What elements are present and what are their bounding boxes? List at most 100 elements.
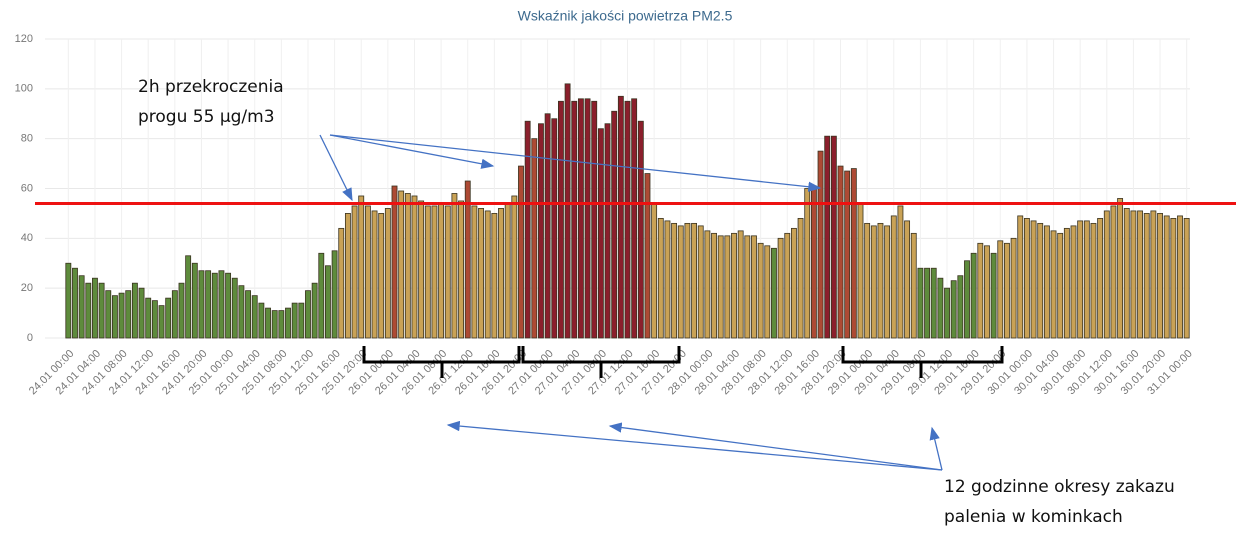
bar xyxy=(864,222,871,339)
bar xyxy=(305,290,311,339)
bar xyxy=(1090,222,1097,339)
annotation: 2h przekroczenia xyxy=(138,77,284,97)
bar xyxy=(484,210,491,339)
bar xyxy=(1004,242,1010,339)
bar xyxy=(1163,215,1170,339)
bar xyxy=(98,282,105,339)
bar xyxy=(857,203,864,339)
bar xyxy=(810,185,817,339)
bar xyxy=(265,307,271,339)
bar xyxy=(844,170,851,339)
y-tick-label: 100 xyxy=(15,83,33,95)
bar xyxy=(1150,210,1157,339)
bar xyxy=(1097,217,1104,339)
bar xyxy=(790,227,797,339)
arrow xyxy=(608,422,943,471)
bar xyxy=(1070,225,1077,339)
bar xyxy=(577,98,584,339)
bar xyxy=(757,242,764,339)
bar xyxy=(571,100,578,339)
bar xyxy=(817,150,824,339)
bar xyxy=(78,275,85,339)
bar xyxy=(198,270,205,339)
bar xyxy=(145,297,152,339)
bar xyxy=(358,195,365,339)
bar xyxy=(65,262,72,339)
bar xyxy=(970,252,977,339)
bar xyxy=(644,173,651,339)
bar xyxy=(331,250,338,339)
bar xyxy=(684,222,691,339)
bar xyxy=(944,287,950,339)
bar xyxy=(551,118,558,339)
bar xyxy=(524,120,531,339)
bar xyxy=(504,203,511,339)
bar xyxy=(611,110,618,339)
bar xyxy=(1110,205,1117,339)
bar xyxy=(957,275,964,339)
bar xyxy=(1183,217,1190,339)
bar xyxy=(584,98,591,339)
bar xyxy=(111,295,118,339)
bar xyxy=(1177,215,1183,339)
bar xyxy=(238,285,245,339)
bar xyxy=(717,235,724,339)
bar xyxy=(1043,225,1050,339)
bar xyxy=(271,310,278,339)
bar xyxy=(364,205,371,339)
bar xyxy=(657,217,664,339)
bar xyxy=(904,220,911,339)
bar xyxy=(884,225,891,339)
bar xyxy=(351,205,358,339)
bar xyxy=(518,165,524,339)
bar xyxy=(531,138,538,339)
bar xyxy=(1170,217,1177,339)
bar xyxy=(205,270,212,339)
bar xyxy=(105,290,112,339)
bar xyxy=(424,205,431,339)
annotation: progu 55 µg/m3 xyxy=(138,107,275,127)
bar xyxy=(697,225,704,339)
bar xyxy=(737,230,744,339)
arrow xyxy=(446,420,943,471)
bar xyxy=(251,295,258,339)
arrow xyxy=(329,134,495,169)
bar xyxy=(72,267,78,339)
bar xyxy=(977,242,984,339)
bar xyxy=(158,305,165,339)
bar xyxy=(311,282,318,339)
bar xyxy=(797,217,804,339)
bar xyxy=(597,128,604,339)
y-tick-label: 60 xyxy=(21,182,33,194)
y-tick-label: 20 xyxy=(21,282,33,294)
bar xyxy=(837,165,844,339)
annotation: 12 godzinne okresy zakazu xyxy=(944,477,1175,497)
bar xyxy=(624,100,631,339)
bar xyxy=(744,235,751,339)
bar xyxy=(218,270,225,339)
bar xyxy=(318,252,325,339)
bar xyxy=(591,100,598,339)
bar xyxy=(1050,230,1057,339)
bar xyxy=(850,168,857,339)
bar xyxy=(231,277,238,339)
bar xyxy=(245,290,251,339)
bar xyxy=(1057,232,1064,339)
bar xyxy=(1017,215,1024,339)
bar xyxy=(691,222,697,339)
bar xyxy=(538,123,544,339)
bar xyxy=(997,240,1004,339)
bar xyxy=(1157,213,1163,339)
bar xyxy=(384,208,391,339)
bar xyxy=(371,210,378,339)
bar xyxy=(651,203,658,339)
bar xyxy=(125,290,132,339)
bar xyxy=(418,200,425,339)
bar xyxy=(431,205,438,339)
bar xyxy=(771,247,777,339)
bar xyxy=(1083,220,1090,339)
bar xyxy=(1023,217,1030,339)
annotation: palenia w kominkach xyxy=(944,507,1123,527)
bar xyxy=(564,83,571,339)
